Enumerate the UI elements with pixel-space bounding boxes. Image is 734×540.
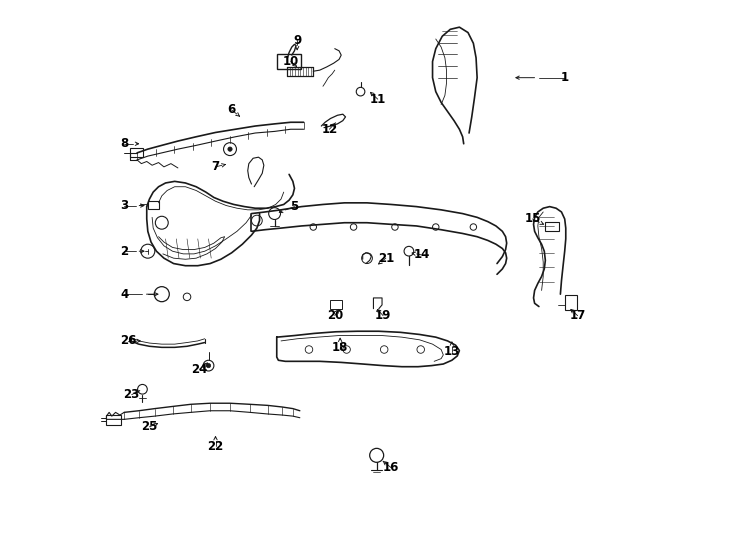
Text: 17: 17	[570, 309, 586, 322]
Text: 4: 4	[120, 288, 128, 301]
Text: 12: 12	[321, 123, 338, 136]
Text: 23: 23	[123, 388, 139, 401]
Text: 20: 20	[327, 309, 343, 322]
Text: 7: 7	[211, 160, 219, 173]
Text: 2: 2	[120, 245, 128, 258]
Text: 16: 16	[383, 461, 399, 474]
Text: 6: 6	[228, 103, 236, 117]
Circle shape	[206, 363, 211, 368]
Text: 22: 22	[208, 440, 224, 453]
Text: 18: 18	[332, 341, 349, 354]
Text: 8: 8	[120, 137, 128, 150]
Text: 14: 14	[414, 248, 430, 261]
Text: 10: 10	[283, 55, 299, 68]
Text: 15: 15	[524, 212, 541, 226]
Circle shape	[228, 147, 232, 151]
Text: 9: 9	[293, 33, 301, 46]
Text: 25: 25	[141, 420, 158, 434]
Text: 3: 3	[120, 199, 128, 212]
Text: 5: 5	[291, 200, 299, 213]
Text: 26: 26	[120, 334, 136, 347]
Text: 19: 19	[375, 309, 391, 322]
Text: 1: 1	[561, 71, 569, 84]
Text: 21: 21	[378, 252, 394, 265]
Text: 13: 13	[444, 345, 460, 358]
Text: 24: 24	[191, 363, 208, 376]
Text: 11: 11	[370, 93, 386, 106]
